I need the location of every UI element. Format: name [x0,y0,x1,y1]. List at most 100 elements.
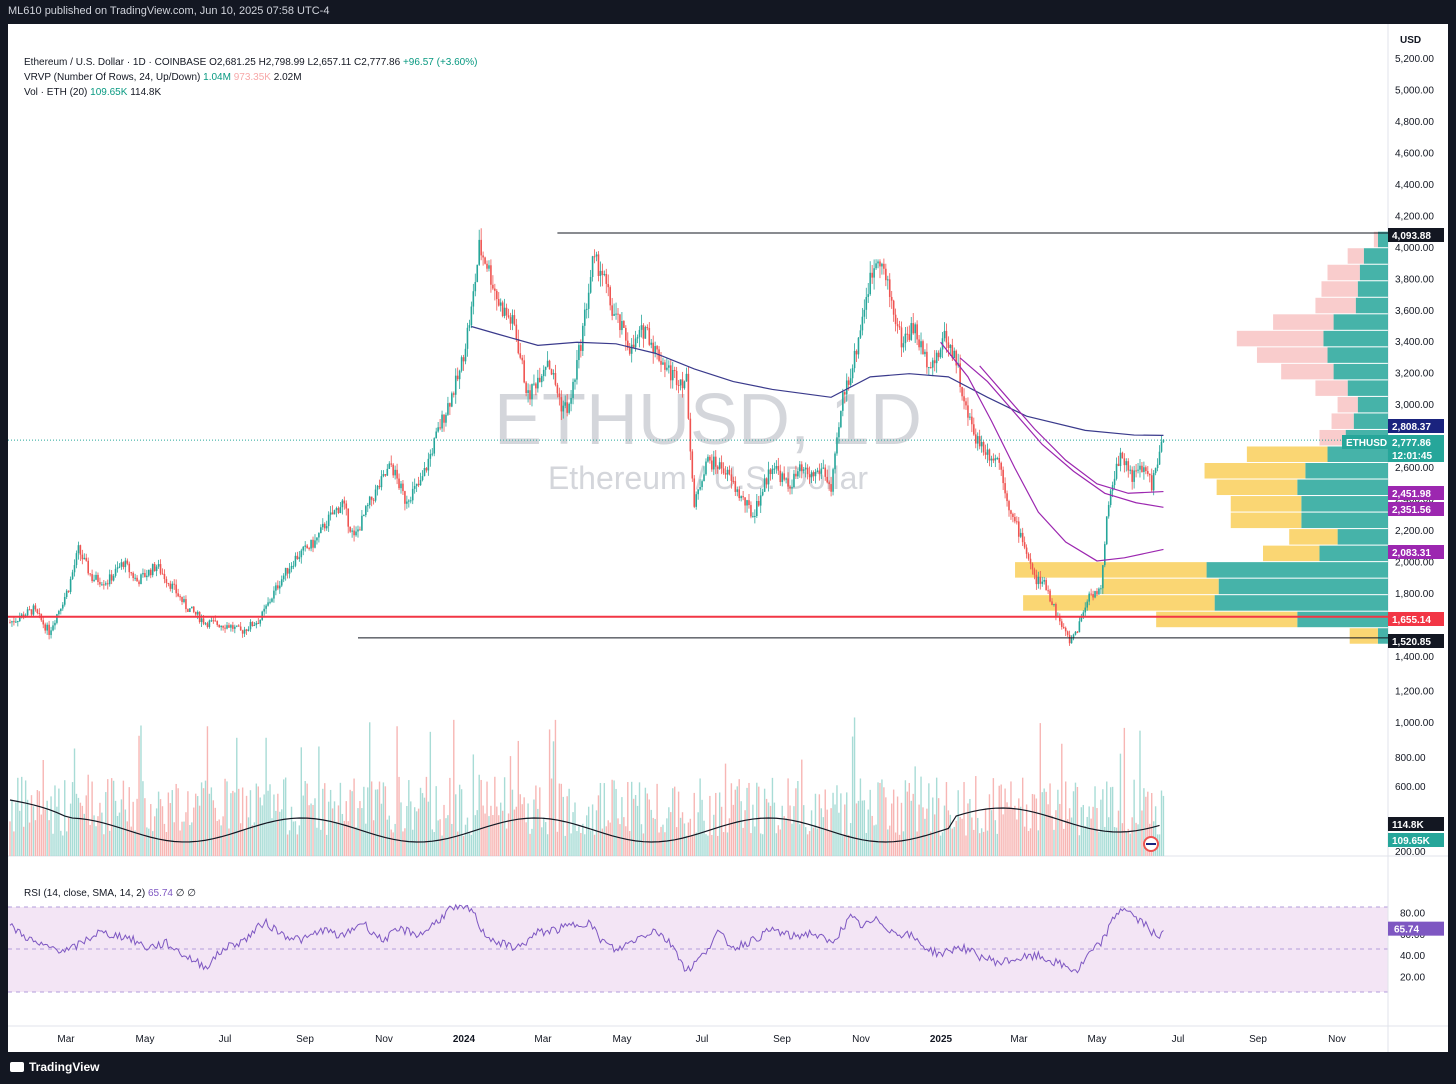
candle-body [1037,576,1040,585]
candle-body [969,416,971,418]
volume-profile-up-bar [1377,628,1388,644]
candle-body [460,357,463,371]
volume-bar [425,776,428,856]
volume-bar [871,815,873,856]
volume-bar [374,789,377,856]
rsi-legend[interactable]: RSI (14, close, SMA, 14, 2) 65.74 ∅ ∅ [24,888,196,899]
volume-bar [857,800,860,856]
volume-bar [273,794,275,856]
candle-body [697,489,699,495]
volume-bar [253,822,256,856]
candle-body [175,584,177,594]
candle-body [427,458,430,471]
volume-bar [118,812,121,856]
time-tick-label: May [613,1034,632,1045]
tradingview-logo[interactable]: TradingView [10,1060,99,1074]
volume-bar [474,815,476,856]
volume-bar [230,793,232,856]
volume-bar [601,828,604,856]
volume-bar [470,834,473,856]
vrvp-down: 973.35K [233,72,271,83]
volume-bar [284,777,287,856]
candle-body [234,626,236,629]
volume-bar [234,792,236,856]
candle-body [853,350,856,369]
ema-fast-line [940,341,1164,562]
volume-bar [642,833,645,856]
volume-bar [705,834,707,856]
legend-volume-row[interactable]: Vol · ETH (20) 109.65K 114.8K [24,85,477,100]
candle-body [142,573,144,575]
chart-canvas[interactable]: ETHUSD, 1D Ethereum / U.S. Dollar 5,200.… [8,24,1448,1052]
volume-bar [771,777,774,856]
volume-bar [50,796,52,856]
volume-bar [572,812,574,856]
candle-body [495,290,498,300]
price-tick-label: 2,200.00 [1395,526,1434,537]
candle-body [591,256,594,278]
price-tick-label: 1,200.00 [1395,687,1434,698]
candle-body [1062,626,1065,628]
candle-body [325,526,328,529]
candle-body [1107,505,1110,517]
candle-body [617,313,619,315]
volume-bar [996,833,998,856]
volume-bar [476,810,478,856]
candle-body [224,627,226,629]
candle-body [304,545,307,547]
candle-body [632,344,635,348]
candle-body [441,414,443,429]
candle-body [1004,483,1006,494]
legend-vrvp-row[interactable]: VRVP (Number Of Rows, 24, Up/Down) 1.04M… [24,70,477,85]
volume-bar [52,833,54,856]
volume-bar [511,789,514,856]
candle-body [1012,513,1014,517]
chart-frame[interactable]: ETHUSD, 1D Ethereum / U.S. Dollar 5,200.… [8,24,1448,1052]
candle-body [937,352,940,358]
currency-label: USD [1400,35,1421,46]
candle-body [1137,469,1139,471]
candle-body [523,360,525,383]
volume-bar [674,786,676,856]
candle-body [761,491,764,496]
candle-body [585,308,588,310]
candle-body [255,622,258,625]
candle-body [881,263,883,267]
flag-icon [1143,836,1159,852]
candle-body [539,377,541,383]
volume-bar [1109,787,1112,856]
candle-body [1070,637,1073,644]
candle-body [967,405,969,418]
time-tick-label: Jul [219,1034,232,1045]
volume-bar [419,787,422,856]
legend: Ethereum / U.S. Dollar · 1D · COINBASE O… [24,55,477,100]
candle-body [1158,451,1161,465]
volume-ma-value: 114.8K [130,87,162,98]
candle-body [433,438,436,454]
candle-body [298,557,301,559]
candle-body [359,529,361,531]
volume-bar [429,731,432,856]
candle-body [840,410,842,428]
candle-body [978,436,981,447]
candle-body [300,550,303,558]
volume-bar [210,787,213,856]
candle-body [623,321,625,328]
volume-bar [521,804,523,856]
candle-body [411,488,414,501]
candle-body [110,574,113,581]
candle-body [149,569,152,576]
volume-bar [1139,730,1141,856]
candle-body [95,574,97,580]
volume-bar [873,825,875,856]
candle-body [861,316,864,331]
candle-body [595,254,598,257]
volume-bar [308,805,310,856]
volume-bar [93,815,95,856]
rsi-extra: ∅ ∅ [175,888,196,899]
volume-bar [1106,781,1108,856]
price-tick-label: 2,400.00 [1395,495,1434,506]
candle-body [597,254,600,276]
volume-tag-label: 109.65K [1392,836,1431,847]
volume-bar [648,799,650,856]
